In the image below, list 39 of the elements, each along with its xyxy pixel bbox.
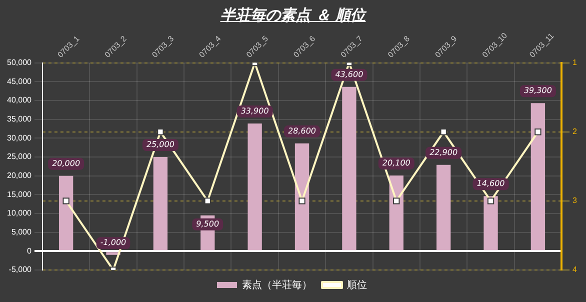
data-label: 22,900 xyxy=(430,148,458,157)
bar xyxy=(389,175,404,250)
bar xyxy=(294,143,310,250)
legend-label: 素点（半荘毎） xyxy=(242,278,312,291)
chart-title: 半荘毎の素点 ＆ 順位 xyxy=(219,6,368,25)
data-label: 25,000 xyxy=(146,140,174,150)
data-label: 14,600 xyxy=(476,179,505,188)
bar xyxy=(58,176,74,250)
y-tick-label: 30,000 xyxy=(7,133,32,142)
bar xyxy=(484,196,498,250)
data-label: 43,600 xyxy=(335,70,364,79)
data-label: 39,300 xyxy=(524,86,552,96)
y-tick-label: 35,000 xyxy=(7,114,32,124)
y-tick-label: 0 xyxy=(27,246,32,256)
bar xyxy=(248,123,262,250)
data-label: 20,100 xyxy=(382,158,410,168)
y2-tick-label: 3 xyxy=(572,196,578,206)
y-tick-label: -5,000 xyxy=(8,265,32,274)
legend-label: 順位 xyxy=(347,278,367,291)
bar xyxy=(436,164,451,250)
bar xyxy=(530,103,546,250)
bar xyxy=(342,86,356,250)
y-tick-label: 15,000 xyxy=(7,190,32,199)
y2-tick-label: 1 xyxy=(572,58,578,68)
data-label: 20,000 xyxy=(52,158,80,168)
y-tick-label: 50,000 xyxy=(7,58,32,68)
y-tick-label: 25,000 xyxy=(7,152,32,162)
data-label: -1,000 xyxy=(100,238,126,248)
y-tick-label: 10,000 xyxy=(7,208,32,218)
y2-tick-label: 2 xyxy=(572,127,578,136)
bar xyxy=(153,156,168,250)
data-label: 33,900 xyxy=(240,106,269,116)
data-label: 28,600 xyxy=(288,126,316,136)
y-tick-label: 45,000 xyxy=(7,76,32,86)
y-tick-label: 40,000 xyxy=(7,96,32,105)
y-tick-label: 20,000 xyxy=(7,171,32,180)
y-tick-label: 5,000 xyxy=(11,228,32,237)
y2-tick-label: 4 xyxy=(572,265,578,274)
data-label: 9,500 xyxy=(196,219,220,228)
